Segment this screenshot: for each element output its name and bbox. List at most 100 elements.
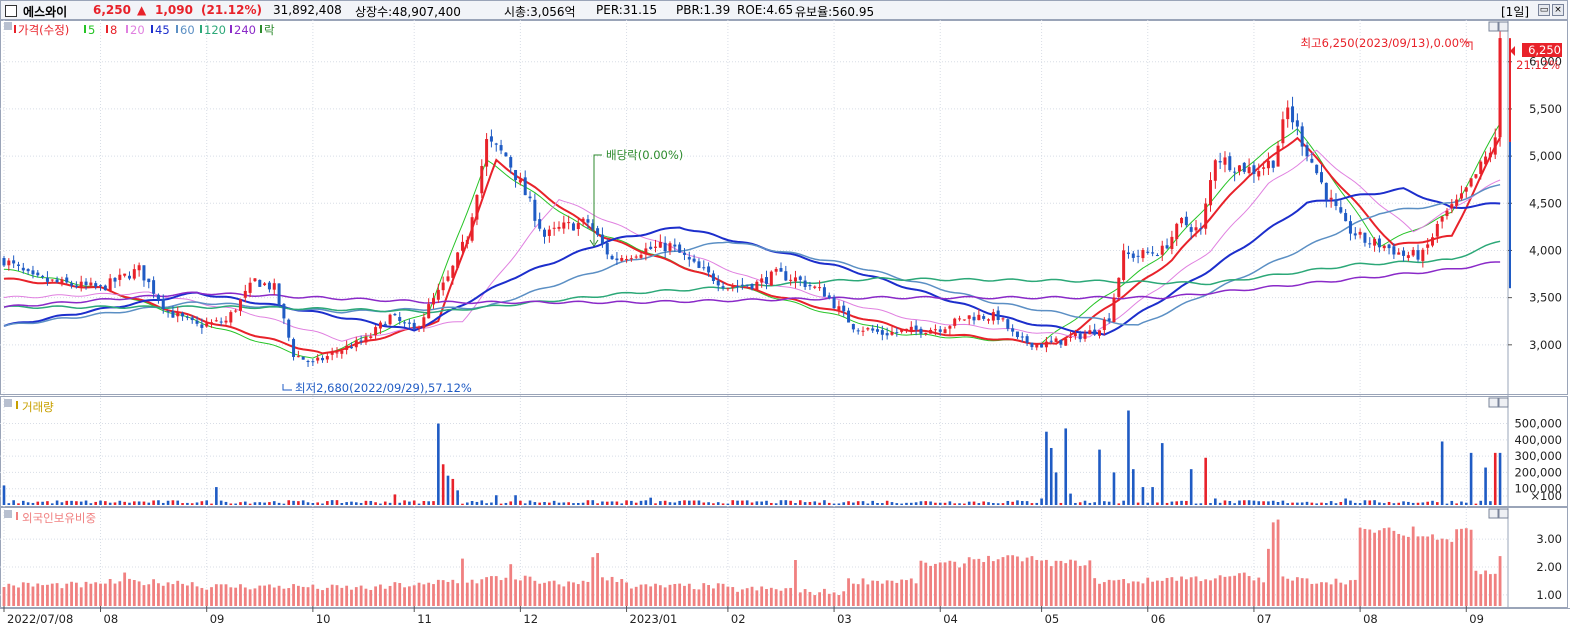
volume-bar: [427, 501, 430, 505]
foreign-ratio-bar: [644, 584, 648, 606]
foreign-ratio-bar: [456, 583, 460, 606]
candle-body: [707, 266, 711, 273]
x-tick-label: 07: [1257, 612, 1272, 626]
foreign-ratio-bar: [736, 591, 739, 606]
candle-body: [774, 268, 778, 272]
volume-bar: [847, 501, 850, 505]
volume-bar: [461, 503, 464, 505]
volume-bar: [272, 501, 276, 505]
candle-body: [45, 277, 49, 282]
volume-bar: [1392, 503, 1396, 505]
volume-bar: [1170, 501, 1174, 505]
candle-body: [615, 258, 619, 261]
candle-body: [60, 279, 64, 284]
foreign-ratio-bar: [663, 587, 667, 606]
candle-body: [1252, 165, 1256, 174]
candle-body: [842, 305, 846, 312]
volume-bar: [1030, 503, 1034, 505]
foreign-ratio-bar: [745, 588, 749, 606]
volume-bar: [475, 501, 479, 505]
candle-body: [113, 277, 117, 282]
candle-body: [943, 329, 947, 334]
volume-bar: [741, 500, 744, 505]
foreign-ratio-bar: [1493, 573, 1497, 606]
candle-body: [1093, 329, 1097, 335]
volume-bar: [499, 503, 503, 505]
chart-header: 에스와이 6,250 ▲ 1,090 (21.12%) 31,892,408 상…: [0, 0, 1568, 20]
volume-bar: [470, 501, 474, 505]
foreign-ratio-bar: [2, 586, 6, 606]
foreign-ratio-bar: [465, 582, 469, 606]
volume-bar: [195, 502, 199, 505]
volume-bar: [663, 500, 667, 505]
candle-body: [1416, 250, 1420, 260]
volume-bar: [1305, 501, 1309, 505]
period-selector[interactable]: [1일]: [1501, 5, 1530, 19]
volume-bar: [1286, 503, 1290, 505]
candle-body: [658, 241, 662, 248]
candle-body: [412, 322, 416, 329]
foreign-ratio-bar: [692, 589, 696, 606]
pane-buttons[interactable]: [1488, 21, 1509, 519]
price-tick-label: 4,500: [1529, 196, 1562, 210]
volume-bar: [832, 503, 836, 505]
restore-icon[interactable]: ▭: [1538, 4, 1550, 16]
volume-bar: [1344, 498, 1347, 505]
candle-body: [248, 282, 252, 293]
candle-body: [161, 298, 165, 310]
candle-body: [1175, 223, 1179, 240]
volume-bar: [1489, 501, 1492, 505]
candle-body: [1247, 167, 1251, 174]
foreign-ratio-bar: [1102, 582, 1106, 606]
volume-bar: [678, 500, 681, 505]
candle-body: [311, 361, 315, 363]
candle-body: [475, 194, 479, 220]
candle-body: [827, 295, 831, 299]
volume-bar: [876, 502, 879, 505]
candle-body: [287, 319, 291, 338]
candle-body: [1397, 252, 1401, 255]
volume-bar: [282, 503, 286, 505]
volume-bar: [1450, 500, 1454, 505]
foreign-ratio-bar: [147, 584, 151, 606]
volume-bar: [1199, 503, 1203, 505]
foreign-ratio-bar: [190, 582, 194, 606]
volume-bar: [152, 500, 155, 505]
candle-body: [1319, 172, 1323, 183]
foreign-ratio-bar: [818, 592, 821, 606]
candle-body: [1498, 38, 1502, 138]
candle-body: [885, 333, 889, 336]
foreign-ratio-bar: [374, 586, 378, 606]
volume-bar: [70, 500, 73, 505]
foreign-ratio-bar: [446, 581, 450, 606]
foreign-ratio-bar: [731, 587, 735, 606]
volume-bar: [914, 502, 918, 505]
ma-line-45: [3, 187, 1501, 336]
foreign-ratio-bar: [50, 583, 54, 606]
foreign-ratio-bar: [1421, 536, 1425, 606]
foreign-ratio-bar: [21, 582, 25, 606]
foreign-ratio-bar: [1083, 565, 1087, 606]
foreign-ratio-bar: [784, 588, 788, 606]
candle-body: [156, 294, 160, 300]
candle-body: [962, 319, 966, 321]
volume-bar: [856, 501, 860, 505]
volume-bar: [1358, 503, 1362, 505]
candle-body: [518, 179, 522, 183]
volume-bar: [982, 501, 985, 505]
close-icon[interactable]: ×: [1552, 4, 1564, 16]
foreign-ratio-bar: [1016, 556, 1019, 606]
foreign-ratio-bar: [514, 579, 517, 606]
candles: [2, 30, 1502, 367]
foreign-ratio-bar: [842, 591, 846, 606]
candle-body: [132, 269, 136, 279]
volume-bar: [118, 500, 122, 505]
volume-bar: [591, 500, 595, 505]
candle-body: [552, 227, 556, 229]
volume-bar: [885, 500, 889, 505]
select-checkbox[interactable]: [5, 5, 17, 17]
volume-bar: [89, 503, 93, 505]
volume-tick-label: 200,000: [1514, 465, 1562, 479]
foreign-ratio-bar: [128, 578, 131, 606]
foreign-ratio-bar: [1122, 579, 1126, 606]
